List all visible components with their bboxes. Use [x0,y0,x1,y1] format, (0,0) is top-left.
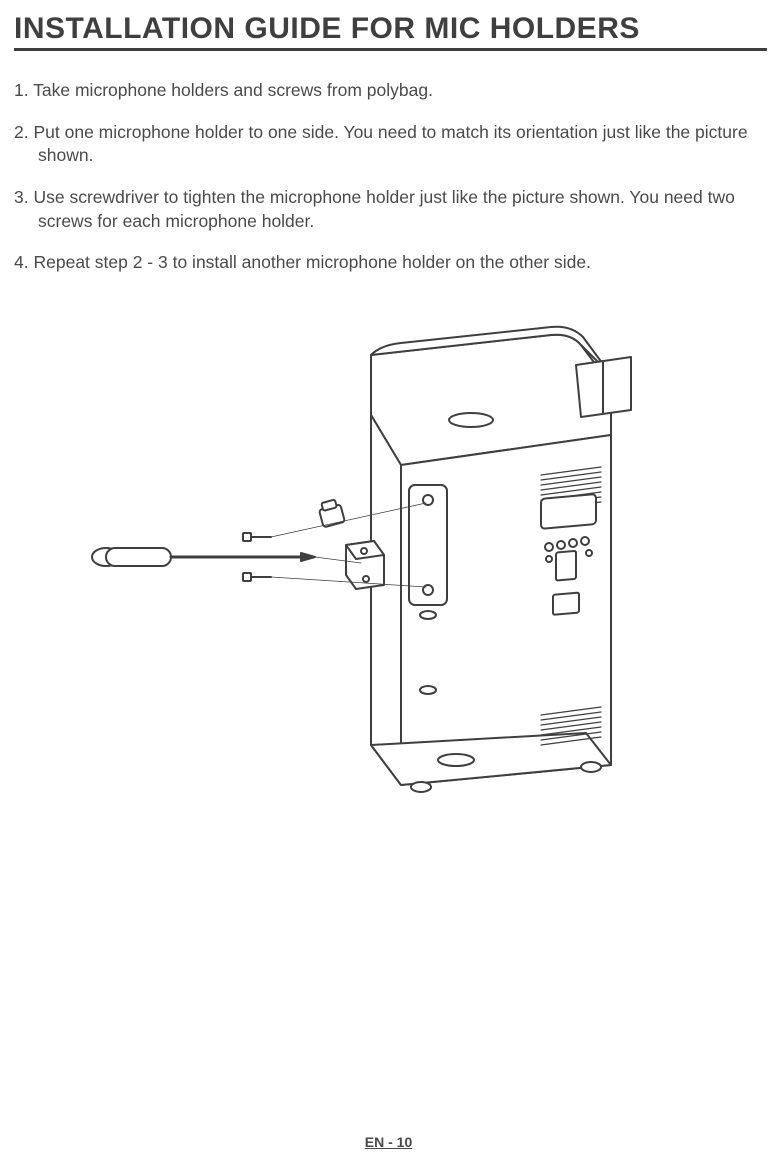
step-2-num: 2. [14,122,29,142]
speaker-diagram-svg [71,315,711,835]
page-title: INSTALLATION GUIDE FOR MIC HOLDERS [14,12,767,51]
step-1-text: Take microphone holders and screws from … [33,80,433,100]
steps-list: 1. Take microphone holders and screws fr… [14,79,767,275]
step-2-text: Put one microphone holder to one side. Y… [33,122,747,166]
page-footer: EN - 10 [0,1134,777,1150]
step-1-num: 1. [14,80,29,100]
step-3: 3. Use screwdriver to tighten the microp… [14,186,767,233]
step-2: 2. Put one microphone holder to one side… [14,121,767,168]
step-3-num: 3. [14,187,29,207]
step-1: 1. Take microphone holders and screws fr… [14,79,767,103]
step-4-text: Repeat step 2 - 3 to install another mic… [33,252,590,272]
step-4: 4. Repeat step 2 - 3 to install another … [14,251,767,275]
installation-diagram [14,315,767,835]
step-3-text: Use screwdriver to tighten the microphon… [33,187,734,231]
step-4-num: 4. [14,252,29,272]
